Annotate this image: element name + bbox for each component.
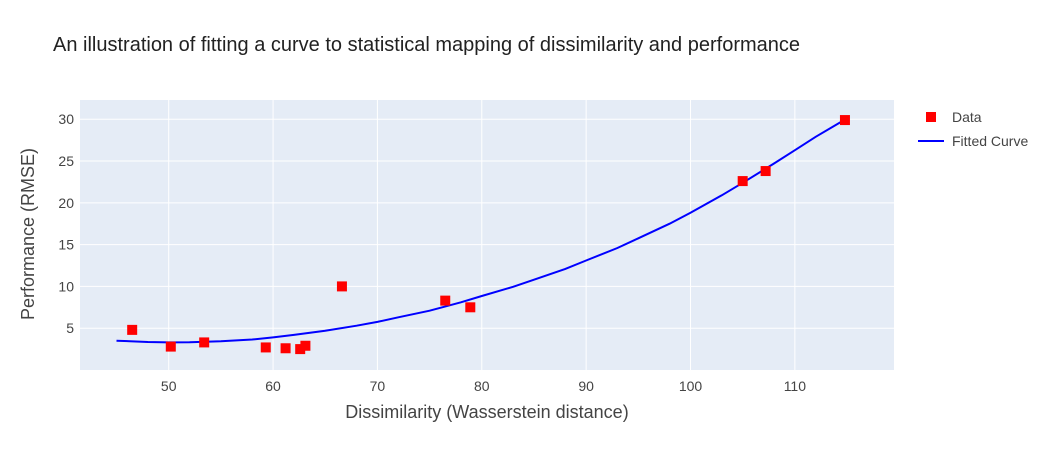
data-point xyxy=(465,302,476,313)
y-tick-label: 5 xyxy=(66,320,74,336)
data-point xyxy=(165,341,176,352)
data-point xyxy=(280,343,291,354)
data-point xyxy=(300,340,311,351)
y-tick-label: 10 xyxy=(58,278,74,294)
x-tick-label: 70 xyxy=(370,378,386,394)
legend-item-fitted-curve[interactable]: Fitted Curve xyxy=(918,133,1028,149)
legend[interactable]: Data Fitted Curve xyxy=(918,109,1028,149)
x-tick-label: 100 xyxy=(679,378,703,394)
fitted-curve-line xyxy=(116,117,848,344)
plot-background xyxy=(80,100,894,370)
legend-marker-square xyxy=(926,112,936,122)
x-tick-label: 80 xyxy=(474,378,490,394)
data-point xyxy=(199,337,210,348)
x-tick-label: 90 xyxy=(578,378,594,394)
data-point xyxy=(127,324,138,335)
data-point xyxy=(440,295,451,306)
legend-item-data[interactable]: Data xyxy=(926,109,982,125)
y-tick-label: 15 xyxy=(58,237,74,253)
x-tick-label: 60 xyxy=(265,378,281,394)
chart-title: An illustration of fitting a curve to st… xyxy=(53,34,800,56)
plot-area: 50 60 70 80 90 100 110 5 10 15 20 25 30 xyxy=(58,100,894,394)
x-axis-title: Dissimilarity (Wasserstein distance) xyxy=(345,402,628,422)
data-point xyxy=(737,176,748,187)
legend-label: Data xyxy=(952,109,982,125)
y-tick-label: 20 xyxy=(58,195,74,211)
data-point xyxy=(839,115,850,126)
y-tick-label: 30 xyxy=(58,111,74,127)
x-tick-label: 110 xyxy=(784,378,807,394)
y-axis-title: Performance (RMSE) xyxy=(18,148,38,320)
y-tick-label: 25 xyxy=(58,153,74,169)
data-point xyxy=(260,342,271,353)
legend-label: Fitted Curve xyxy=(952,133,1028,149)
data-point xyxy=(336,281,347,292)
data-point xyxy=(295,344,306,355)
data-point xyxy=(760,166,771,177)
x-tick-label: 50 xyxy=(161,378,177,394)
